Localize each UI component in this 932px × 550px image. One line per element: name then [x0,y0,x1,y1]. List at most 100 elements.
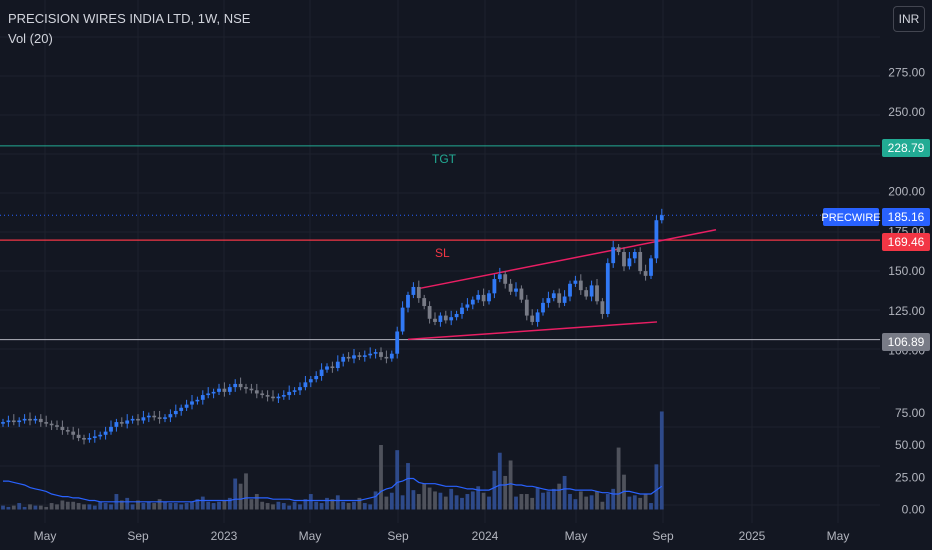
volume-bar [600,501,605,510]
candle [373,348,378,359]
volume-bar [411,490,416,510]
candle [568,280,572,302]
candle [190,395,194,410]
volume-bar [319,503,324,510]
candle-body [616,247,621,253]
volume-bar [325,497,329,510]
candle-body [281,395,286,397]
channel-upper-trendline[interactable] [418,229,717,290]
candle-body [357,355,362,357]
candle [400,301,405,335]
candle-body [76,434,81,438]
channel-lower-trendline[interactable] [407,321,658,341]
candle [335,355,340,372]
candle [179,404,184,416]
candle [595,279,599,305]
candle-body [287,391,292,396]
volume-bar [341,501,346,510]
volume-bar [605,494,610,510]
candle [233,379,238,392]
volume-bar [487,496,491,510]
time-tick-label: May [34,529,57,543]
volume-bar [1,505,5,510]
candle [454,310,459,321]
candle [433,312,437,326]
candle [11,414,16,426]
candle [600,298,605,319]
candle-body [546,298,551,303]
candle-body [416,286,421,299]
candle-body [298,387,302,391]
candle-body [130,418,135,421]
volume-bar [254,494,259,510]
volume-bar [357,497,362,510]
candle-body [119,422,124,424]
volume-bar [551,488,556,510]
volume-bar [17,503,22,510]
candles [1,208,664,445]
candle [611,240,616,268]
candle-body [438,315,443,322]
candle-body [227,387,232,392]
candle-body [17,420,22,423]
volume-bar [28,504,32,510]
candle-body [71,431,76,435]
candle-body [605,263,610,314]
time-axis[interactable]: May Sep 2023 May Sep 2024 May Sep 2025 May [34,529,850,543]
candle [460,302,464,319]
volume-bar [400,495,405,510]
time-tick-label: Sep [652,529,674,543]
currency-button[interactable]: INR [893,6,925,32]
candle-body [389,353,394,359]
candle [265,390,270,402]
volume-bar [303,499,308,510]
price-axis[interactable]: 275.00250.00225.00200.00175.00150.00125.… [888,65,925,516]
candle-body [649,258,653,276]
candle [103,426,108,440]
candle [92,430,97,443]
volume-bar [136,500,140,510]
candle [114,418,119,432]
candle-body [206,393,211,396]
candle-body [141,417,146,421]
stop-loss-label: SL [435,246,450,260]
volume-bar [508,460,513,510]
candle [260,390,265,399]
volume-bar [519,494,524,510]
candle-body [217,388,221,392]
volume-bar [562,475,567,510]
candle [514,282,518,297]
volume-indicator-label[interactable]: Vol (20) [8,31,53,46]
candle [276,393,281,404]
symbol-title[interactable]: PRECISION WIRES INDIA LTD, 1W, NSE [8,11,251,26]
candle-body [82,437,86,440]
candle-body [551,293,556,299]
candle-body [503,274,508,284]
candle [281,390,286,400]
candle [65,426,70,435]
candle [465,298,470,311]
candle [632,248,637,264]
candle [416,280,421,303]
candle-body [411,286,416,295]
volume-bar [470,491,475,510]
volume-bar [168,503,173,510]
candle-body [38,418,43,423]
candle-body [568,283,572,297]
volume-bar [535,487,540,510]
candle [352,348,356,364]
candle-body [627,258,632,267]
chart-legend: PRECISION WIRES INDIA LTD, 1W, NSE Vol (… [8,9,250,49]
candle-body [222,388,227,392]
time-tick-label: Sep [387,529,409,543]
candle-body [314,375,319,380]
candle [152,410,157,421]
volume-bar [659,411,664,510]
candle [492,274,497,299]
candle-body [173,410,178,415]
candle-body [535,312,540,322]
candle-body [152,415,157,418]
candle [217,383,221,396]
volume-bar [546,491,551,510]
